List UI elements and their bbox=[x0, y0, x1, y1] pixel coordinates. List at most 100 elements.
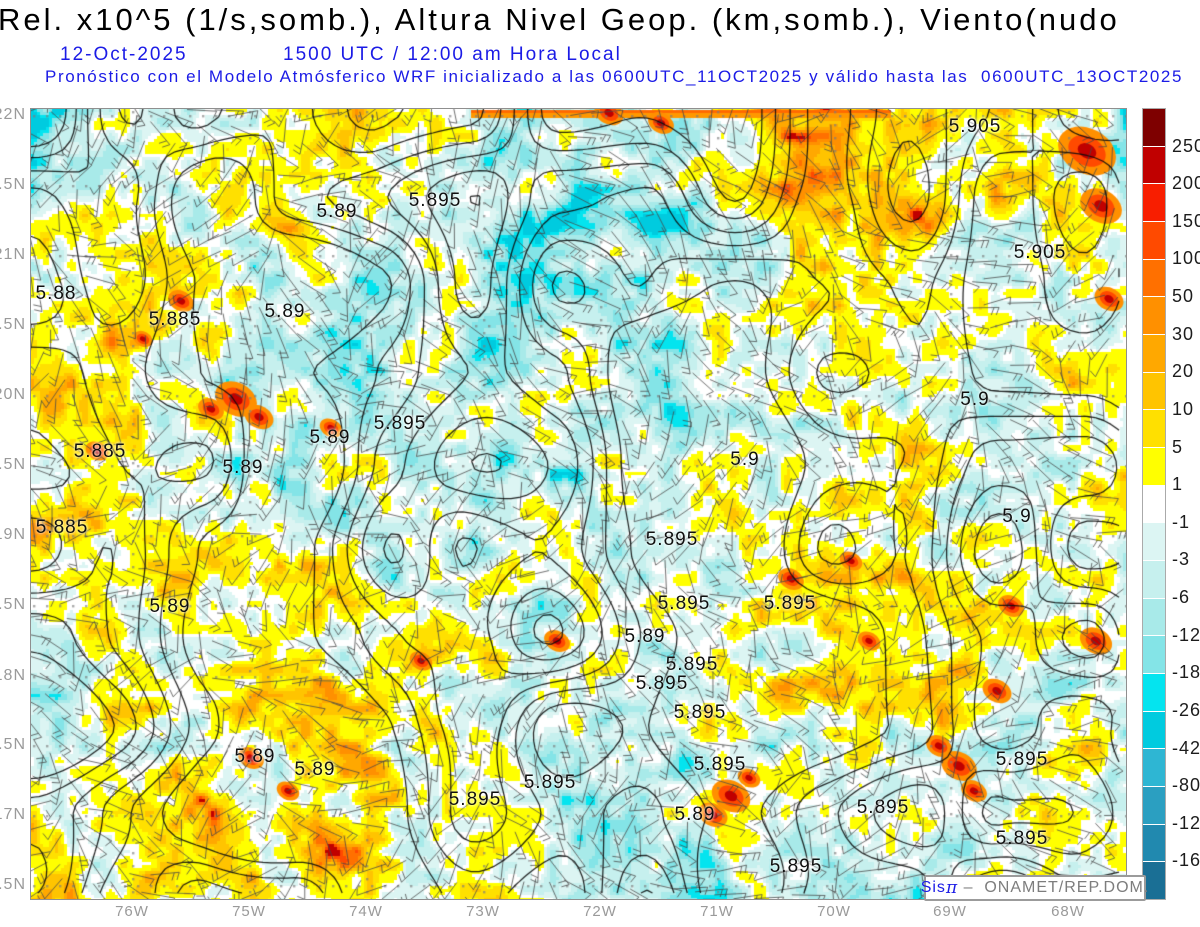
chart-title: Rel. x10^5 (1/s,somb.), Altura Nivel Geo… bbox=[0, 2, 1120, 37]
attribution-box: Sis π – ONAMET/REP.DOM. bbox=[920, 875, 1148, 901]
contour-label: 5.885 bbox=[35, 517, 89, 538]
colorbar-segment bbox=[1143, 448, 1165, 486]
colorbar-tick-label: -160 bbox=[1172, 850, 1200, 871]
contour-label: 5.885 bbox=[148, 309, 202, 330]
colorbar-segment bbox=[1143, 787, 1165, 825]
colorbar-tick-label: -80 bbox=[1172, 775, 1200, 796]
colorbar-segment bbox=[1143, 674, 1165, 712]
lat-tick-label: 8.5N bbox=[0, 596, 26, 613]
lat-tick-label: 6.5N bbox=[0, 876, 26, 893]
colorbar-tick-label: -3 bbox=[1172, 549, 1191, 570]
colorbar-segment bbox=[1143, 109, 1165, 147]
colorbar-segment bbox=[1143, 335, 1165, 373]
colorbar-tick-label: -6 bbox=[1172, 587, 1191, 608]
colorbar-segment bbox=[1143, 146, 1165, 185]
colorbar-tick-label: -26 bbox=[1172, 699, 1200, 720]
colorbar-tick-label: 10 bbox=[1172, 398, 1195, 419]
contour-label: 5.89 bbox=[316, 201, 358, 222]
contour-label: 5.895 bbox=[856, 797, 910, 818]
colorbar-segment bbox=[1143, 184, 1165, 223]
contour-label: 5.89 bbox=[294, 759, 336, 780]
lon-tick-label: 70W bbox=[817, 903, 851, 920]
contour-label: 5.895 bbox=[645, 529, 699, 550]
contour-label: 5.895 bbox=[523, 772, 577, 793]
contour-label: 5.905 bbox=[948, 116, 1002, 137]
lat-tick-label: 21N bbox=[0, 246, 26, 263]
contour-label: 5.89 bbox=[674, 804, 716, 825]
colorbar-segment bbox=[1143, 372, 1165, 411]
colorbar-tick-label: 250 bbox=[1172, 135, 1200, 156]
colorbar-segment bbox=[1143, 297, 1165, 336]
contour-label: 5.895 bbox=[693, 754, 747, 775]
contour-label: 5.895 bbox=[448, 789, 502, 810]
colorbar-segment bbox=[1143, 222, 1165, 260]
contour-label: 5.9 bbox=[960, 389, 990, 410]
colorbar-tick-label: 100 bbox=[1172, 248, 1200, 269]
contour-label: 5.895 bbox=[373, 413, 427, 434]
colorbar-tick-label: -120 bbox=[1172, 812, 1200, 833]
lat-tick-label: 20N bbox=[0, 386, 26, 403]
lon-tick-label: 74W bbox=[349, 903, 383, 920]
contour-label: 5.895 bbox=[995, 828, 1049, 849]
colorbar bbox=[1142, 108, 1166, 900]
map-area bbox=[30, 108, 1127, 900]
map-canvas bbox=[31, 109, 1126, 899]
contour-label: 5.895 bbox=[657, 593, 711, 614]
colorbar-segment bbox=[1143, 636, 1165, 675]
lat-tick-label: 1.5N bbox=[0, 176, 26, 193]
lat-tick-label: 7.5N bbox=[0, 736, 26, 753]
contour-label: 5.88 bbox=[35, 283, 77, 304]
date-label: 12-Oct-2025 bbox=[60, 44, 188, 65]
contour-label: 5.89 bbox=[624, 626, 666, 647]
colorbar-segment bbox=[1143, 523, 1165, 562]
colorbar-tick-label: 20 bbox=[1172, 361, 1195, 382]
contour-label: 5.895 bbox=[995, 749, 1049, 770]
colorbar-segment bbox=[1143, 410, 1165, 449]
pi-symbol: π bbox=[945, 878, 959, 898]
lon-tick-label: 72W bbox=[583, 903, 617, 920]
lat-tick-label: 0.5N bbox=[0, 316, 26, 333]
contour-label: 5.905 bbox=[1013, 242, 1067, 263]
colorbar-segment bbox=[1143, 259, 1165, 298]
colorbar-tick-label: 1 bbox=[1172, 474, 1184, 495]
lat-tick-label: 19N bbox=[0, 526, 26, 543]
contour-label: 5.9 bbox=[1002, 506, 1032, 527]
colorbar-tick-label: -12 bbox=[1172, 624, 1200, 645]
colorbar-segment bbox=[1143, 598, 1165, 637]
contour-label: 5.895 bbox=[763, 593, 817, 614]
lat-tick-label: 9.5N bbox=[0, 456, 26, 473]
colorbar-tick-label: 50 bbox=[1172, 286, 1195, 307]
contour-label: 5.895 bbox=[673, 702, 727, 723]
contour-label: 5.895 bbox=[665, 654, 719, 675]
contour-label: 5.895 bbox=[635, 673, 689, 694]
sispi-label: Sis bbox=[920, 879, 946, 896]
valid-time-label: 1500 UTC / 12:00 am Hora Local bbox=[283, 44, 622, 65]
lon-tick-label: 73W bbox=[466, 903, 500, 920]
lon-tick-label: 68W bbox=[1051, 903, 1085, 920]
contour-label: 5.885 bbox=[73, 441, 127, 462]
lat-tick-label: 17N bbox=[0, 806, 26, 823]
lat-tick-label: 18N bbox=[0, 667, 26, 684]
colorbar-segment bbox=[1143, 749, 1165, 788]
lon-tick-label: 71W bbox=[700, 903, 734, 920]
contour-label: 5.895 bbox=[408, 190, 462, 211]
colorbar-tick-label: 150 bbox=[1172, 210, 1200, 231]
colorbar-segment bbox=[1143, 711, 1165, 750]
forecast-init-line: Pronóstico con el Modelo Atmósferico WRF… bbox=[45, 67, 1184, 86]
contour-label: 5.895 bbox=[769, 856, 823, 877]
contour-label: 5.9 bbox=[730, 449, 760, 470]
contour-label: 5.89 bbox=[309, 427, 351, 448]
lon-tick-label: 76W bbox=[115, 903, 149, 920]
colorbar-tick-label: -18 bbox=[1172, 662, 1200, 683]
lat-tick-label: 22N bbox=[0, 106, 26, 123]
colorbar-segment bbox=[1143, 485, 1165, 524]
contour-label: 5.89 bbox=[149, 596, 191, 617]
colorbar-tick-label: -1 bbox=[1172, 511, 1191, 532]
colorbar-tick-label: 5 bbox=[1172, 436, 1184, 457]
colorbar-segment bbox=[1143, 561, 1165, 599]
contour-label: 5.89 bbox=[222, 457, 264, 478]
colorbar-tick-label: -42 bbox=[1172, 737, 1200, 758]
colorbar-tick-label: 200 bbox=[1172, 173, 1200, 194]
lon-tick-label: 75W bbox=[232, 903, 266, 920]
